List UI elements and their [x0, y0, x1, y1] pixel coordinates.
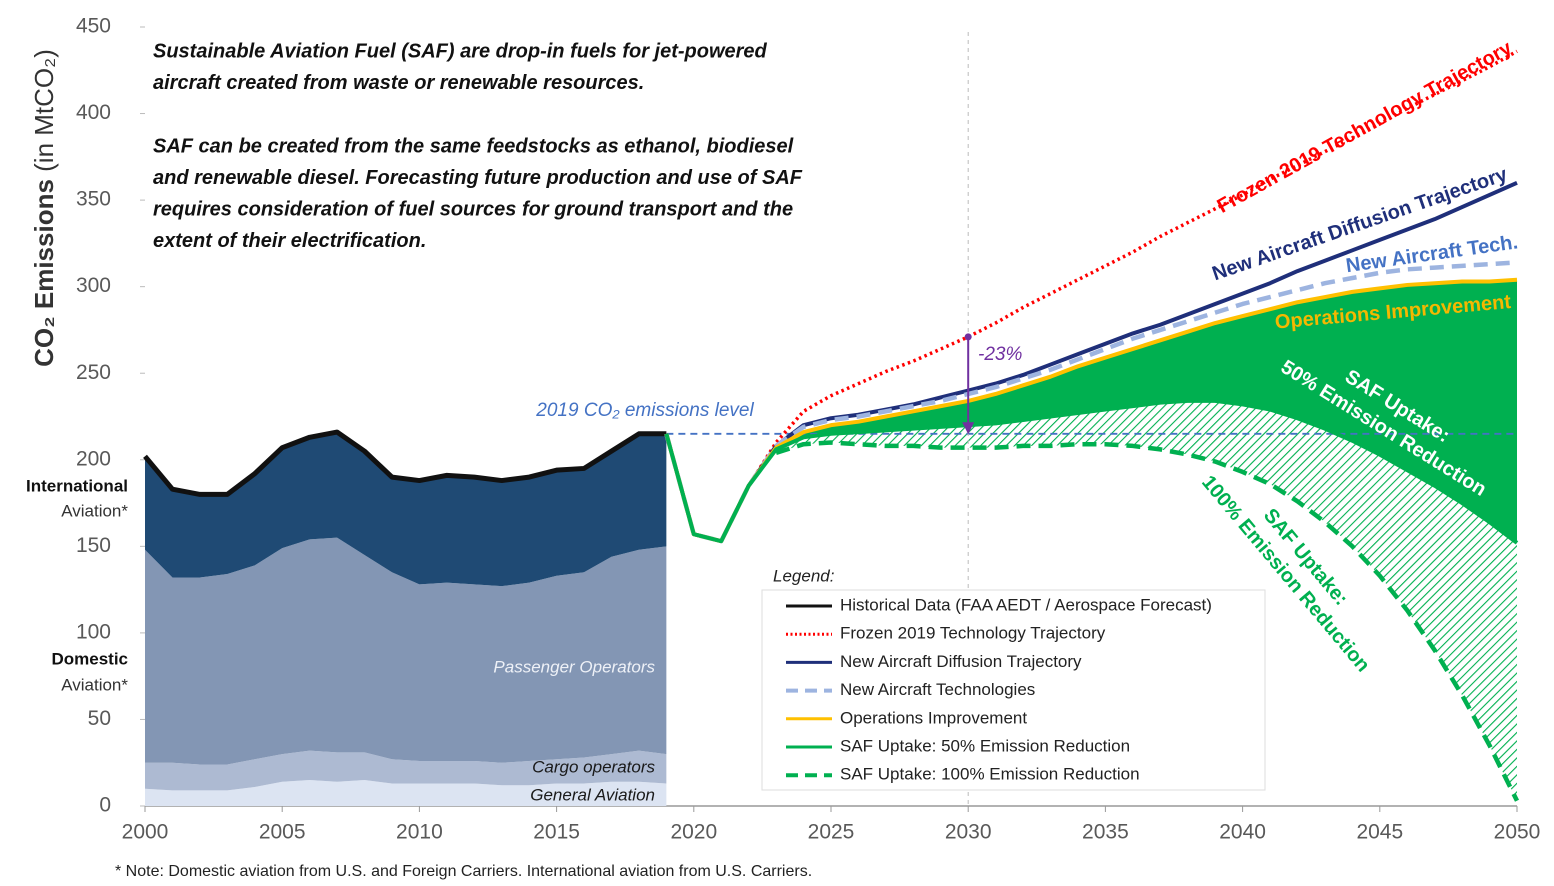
area-label: Passenger Operators	[493, 657, 655, 676]
text-box-line: and renewable diesel. Forecasting future…	[153, 167, 803, 189]
y-label-main: CO₂ Emissions	[29, 179, 59, 367]
y-tick-label: 250	[76, 361, 111, 384]
line-label-text: New Aircraft Tech.	[1345, 231, 1520, 277]
x-tick-label: 2025	[808, 821, 855, 844]
plot-area: 0 50 100 150 200 250 300 350 400 450 2000 2005 2010 2…	[26, 15, 1540, 844]
stacked-area	[145, 750, 667, 791]
series-line	[664, 49, 1518, 543]
y-tick-label: 350	[76, 188, 111, 211]
series-line	[664, 180, 1518, 544]
series-line	[664, 277, 1518, 544]
legend-label: New Aircraft Technologies	[840, 680, 1035, 699]
x-tick-label: 2000	[122, 821, 169, 844]
x-tick-label: 2050	[1494, 821, 1541, 844]
legend-label: New Aircraft Diffusion Trajectory	[840, 652, 1082, 671]
y-tick-label: 450	[76, 15, 111, 38]
side-label: Aviation*	[61, 501, 128, 520]
x-tick-label: 2035	[1082, 821, 1129, 844]
series-line	[775, 440, 1520, 802]
text-box-line: SAF can be created from the same feedsto…	[153, 135, 794, 157]
y-tick-label: 50	[88, 707, 111, 730]
side-label: Aviation*	[61, 675, 128, 694]
text-box-line: requires consideration of fuel sources f…	[153, 198, 793, 220]
y-tick-label: 0	[99, 794, 111, 817]
reduction-label: -23%	[978, 344, 1022, 365]
line-label: New Aircraft Tech.	[1345, 231, 1520, 277]
area-label: General Aviation	[530, 785, 655, 804]
legend-label: Operations Improvement	[840, 708, 1027, 727]
series-line	[664, 398, 1519, 545]
reduction-start	[964, 333, 972, 341]
note: * Note: Domestic aviation from U.S. and …	[115, 863, 812, 880]
stacked-area	[145, 432, 667, 587]
text-box-line: Sustainable Aviation Fuel (SAF) are drop…	[153, 40, 768, 62]
x-tick-label: 2005	[259, 821, 306, 844]
stacked-area	[145, 780, 667, 806]
legend-label: SAF Uptake: 100% Emission Reduction	[840, 765, 1140, 784]
series-line	[664, 260, 1518, 544]
x-tick-label: 2015	[533, 821, 580, 844]
legend-label: SAF Uptake: 50% Emission Reduction	[840, 736, 1130, 755]
x-tick-label: 2010	[396, 821, 443, 844]
y-tick-label: 400	[76, 101, 111, 124]
reference-label: 2019 CO₂ emissions level	[535, 400, 754, 421]
y-label-unit: (in MtCO₂)	[29, 49, 59, 172]
y-tick-label: 200	[76, 447, 111, 470]
x-tick-label: 2040	[1219, 821, 1266, 844]
x-tick-label: 2045	[1356, 821, 1403, 844]
series-line	[143, 429, 667, 497]
legend-title: Legend:	[773, 566, 835, 585]
saf-100-wedge	[776, 400, 1517, 801]
x-tick-label: 2020	[670, 821, 717, 844]
legend-label: Historical Data (FAA AEDT / Aerospace Fo…	[840, 595, 1212, 614]
text-box-line: extent of their electrification.	[153, 230, 426, 252]
y-tick-label: 100	[76, 620, 111, 643]
side-label: International	[26, 476, 128, 495]
text-box-line: aircraft created from waste or renewable…	[153, 72, 644, 94]
y-tick-label: 300	[76, 274, 111, 297]
x-tick-label: 2030	[945, 821, 992, 844]
side-label: Domestic	[51, 649, 128, 668]
area-label: Cargo operators	[532, 757, 655, 776]
y-axis-label: CO₂ Emissions (in MtCO₂)	[29, 49, 59, 367]
legend-label: Frozen 2019 Technology Trajectory	[840, 624, 1106, 643]
stacked-area	[145, 537, 667, 765]
y-tick-label: 150	[76, 534, 111, 557]
legend-box	[761, 589, 1266, 791]
